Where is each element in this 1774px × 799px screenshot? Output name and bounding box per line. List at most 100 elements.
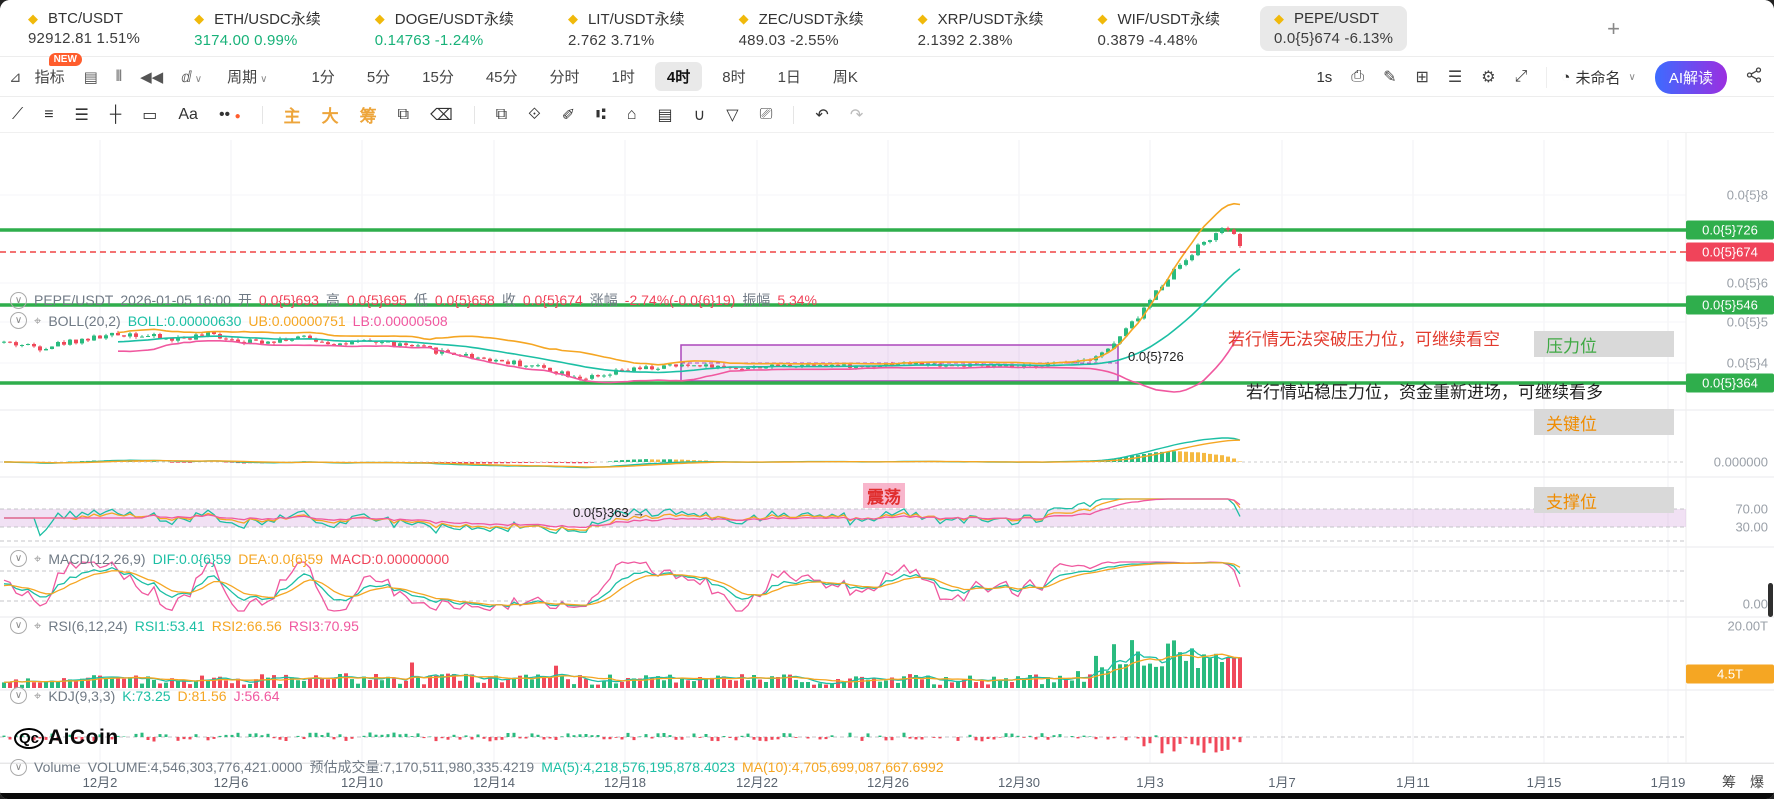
ai-analysis-button[interactable]: AI解读 <box>1654 60 1727 94</box>
alert-bell-icon[interactable]: ⌖ <box>34 550 42 566</box>
period-menu[interactable]: 周期 ∨ <box>227 69 268 86</box>
timeframe-8时[interactable]: 8时 <box>722 69 746 86</box>
ticker-price-change: 0.3879 -4.48% <box>1097 31 1198 49</box>
change-label: 涨幅 <box>589 292 618 308</box>
timeframe-1日[interactable]: 1日 <box>777 69 801 86</box>
speed-label[interactable]: 1s <box>1316 68 1333 86</box>
date-tick: 1月11 <box>1396 775 1430 790</box>
draw-pencil-icon[interactable]: ✎ <box>1383 69 1397 86</box>
price-level-badge: 0.0{5}364 <box>1686 373 1774 393</box>
collapse-chevron-icon[interactable]: ∨ <box>10 617 27 634</box>
timeframe-15分[interactable]: 15分 <box>422 69 454 86</box>
note-icon[interactable]: ▤ <box>657 106 673 124</box>
template-icon[interactable]: ▤ <box>83 68 98 86</box>
add-pane-icon[interactable]: ⊞ <box>1415 69 1429 86</box>
settings-gear-icon[interactable]: ⚙ <box>1481 69 1496 86</box>
share-icon[interactable] <box>1746 66 1762 88</box>
axis-price-label: 0.0{5}8 <box>1726 187 1768 203</box>
brush-icon[interactable]: ✐ <box>561 106 576 124</box>
ticker-symbol: XRP/USDT永续 <box>937 10 1044 28</box>
undo-icon[interactable]: ↶ <box>815 106 829 124</box>
alert-bell-icon[interactable]: ⌖ <box>34 687 42 703</box>
ticker-pepe[interactable]: ◆ PEPE/USDT 0.0{5}674 -6.13% <box>1259 5 1408 51</box>
close-value: 0.0{5}674 <box>522 292 583 308</box>
timeframe-4时[interactable]: 4时 <box>654 62 703 91</box>
compare-icon[interactable]: ⫴ <box>115 68 123 85</box>
collapse-chevron-icon[interactable]: ∨ <box>10 312 27 329</box>
kline-chart-icon[interactable]: ⊿ <box>9 68 22 86</box>
collapse-chevron-icon[interactable]: ∨ <box>10 550 27 567</box>
magnet-icon[interactable]: ∪ <box>693 106 706 124</box>
ticker-price-change: 3174.00 0.99% <box>194 31 298 49</box>
layout-name[interactable]: 未命名 <box>1575 69 1621 87</box>
indicator-label[interactable]: 指标 <box>34 69 65 86</box>
indicator-menu[interactable]: 指标 NEW <box>34 53 82 87</box>
collapse-chevron-icon[interactable]: ∨ <box>10 758 27 776</box>
volume-value: VOLUME:4,546,303,776,421.0000 <box>87 759 303 775</box>
big-chart-button[interactable]: 大 <box>321 107 339 126</box>
layout-list-icon[interactable]: ☰ <box>1447 69 1463 86</box>
color-dots-icon[interactable]: •• ● <box>218 105 241 123</box>
coin-diamond-icon: ◆ <box>567 10 578 26</box>
redo-icon[interactable]: ↷ <box>849 106 864 124</box>
text-tool-icon[interactable]: Aa <box>178 105 198 123</box>
timeframe-1时[interactable]: 1时 <box>611 69 635 86</box>
parallel-lines-icon[interactable]: ≡ <box>44 105 54 123</box>
change-value: -2.74%(-0.0{6}19) <box>624 292 736 308</box>
horizontal-lines-icon[interactable]: ☰ <box>74 106 89 124</box>
toolbar-right-group: 1s ⎙ ✎ ⊞ ☰ ⚙ ⤢ ◔ 未命名 ∨ AI解读 <box>1316 57 1762 97</box>
alert-bell-icon[interactable]: ⌖ <box>34 617 42 633</box>
ruler-icon[interactable]: ⟐ <box>528 105 541 123</box>
add-symbol-button[interactable]: + <box>1607 16 1620 41</box>
timeframe-周K[interactable]: 周K <box>832 69 858 86</box>
chevron-down-icon: ∨ <box>1628 71 1636 83</box>
timeframe-1分[interactable]: 1分 <box>311 69 335 86</box>
date-tick: 1月7 <box>1268 775 1296 790</box>
axis-tool-筹[interactable]: 筹 <box>1722 774 1736 790</box>
date-tick: 12月18 <box>604 775 646 790</box>
copy-icon[interactable]: ⧉ <box>495 105 508 123</box>
candle-style-icon[interactable]: ⅆ ∨ <box>181 68 203 86</box>
trash-icon[interactable]: ⎚ <box>759 105 773 123</box>
chart-canvas[interactable]: ∨ PEPE/USDT 2026-01-05 16:00 开 0.0{5}693 … <box>0 133 1774 799</box>
lock-icon[interactable]: ⌂ <box>626 105 637 123</box>
low-value: 0.0{5}658 <box>434 292 495 308</box>
ticker-zec[interactable]: ◆ ZEC/USDT永续 489.03 -2.55% <box>725 4 878 53</box>
axis-price-label: 20.00T <box>1727 618 1768 634</box>
timeframe-分时[interactable]: 分时 <box>549 69 580 86</box>
screenshot-icon[interactable]: ⎙ <box>1351 68 1365 85</box>
ticker-lit[interactable]: ◆ LIT/USDT永续 2.762 3.71% <box>554 4 699 53</box>
boll-ub-value: UB:0.00000751 <box>248 312 346 329</box>
alert-bell-icon[interactable]: ⌖ <box>34 312 42 328</box>
axis-price-label: 0.0{5}5 <box>1726 314 1768 330</box>
cross-line-icon[interactable]: ┼ <box>109 105 122 123</box>
layout-name-menu[interactable]: ◔ 未命名 ∨ <box>1546 66 1636 88</box>
rectangle-icon[interactable]: ▭ <box>142 106 158 124</box>
axis-price-label: 70.00 <box>1735 501 1768 517</box>
collapse-chevron-icon[interactable]: ∨ <box>10 291 27 309</box>
date-tick: 12月10 <box>341 775 383 790</box>
filter-icon[interactable]: ▽ <box>726 106 739 124</box>
ticker-eth[interactable]: ◆ ETH/USDC永续 3174.00 0.99% <box>180 4 335 53</box>
axis-tool-爆[interactable]: 爆 <box>1750 774 1764 790</box>
ticker-btc[interactable]: ◆ BTC/USDT 92912.81 1.51% <box>14 6 154 51</box>
replay-icon[interactable]: ◀◀ <box>140 68 164 86</box>
timeframe-5分[interactable]: 5分 <box>366 69 391 86</box>
kdj-j-value: J:56.64 <box>233 687 280 704</box>
ticker-wif[interactable]: ◆ WIF/USDT永续 0.3879 -4.48% <box>1083 4 1234 53</box>
scrollbar-handle[interactable] <box>1768 583 1773 617</box>
timeframe-45分[interactable]: 45分 <box>485 69 518 86</box>
main-chart-button[interactable]: 主 <box>283 107 301 126</box>
price-level-badge: 4.5T <box>1686 664 1774 684</box>
collapse-chevron-icon[interactable]: ∨ <box>10 687 27 704</box>
measure-candles-icon[interactable]: ⑆ <box>596 105 606 123</box>
coin-diamond-icon: ◆ <box>374 10 385 26</box>
date-tick: 12月22 <box>736 775 778 790</box>
fullscreen-icon[interactable]: ⤢ <box>1514 68 1528 85</box>
ticker-doge[interactable]: ◆ DOGE/USDT永续 0.14763 -1.24% <box>361 4 528 53</box>
ticker-xrp[interactable]: ◆ XRP/USDT永续 2.1392 2.38% <box>904 4 1058 53</box>
chips-button[interactable]: 筹 <box>359 107 377 126</box>
eraser-icon[interactable]: ⌫ <box>430 106 453 124</box>
trend-line-icon[interactable]: ⟋ <box>12 105 24 123</box>
edit-box-icon[interactable]: ⧉ <box>397 105 410 123</box>
